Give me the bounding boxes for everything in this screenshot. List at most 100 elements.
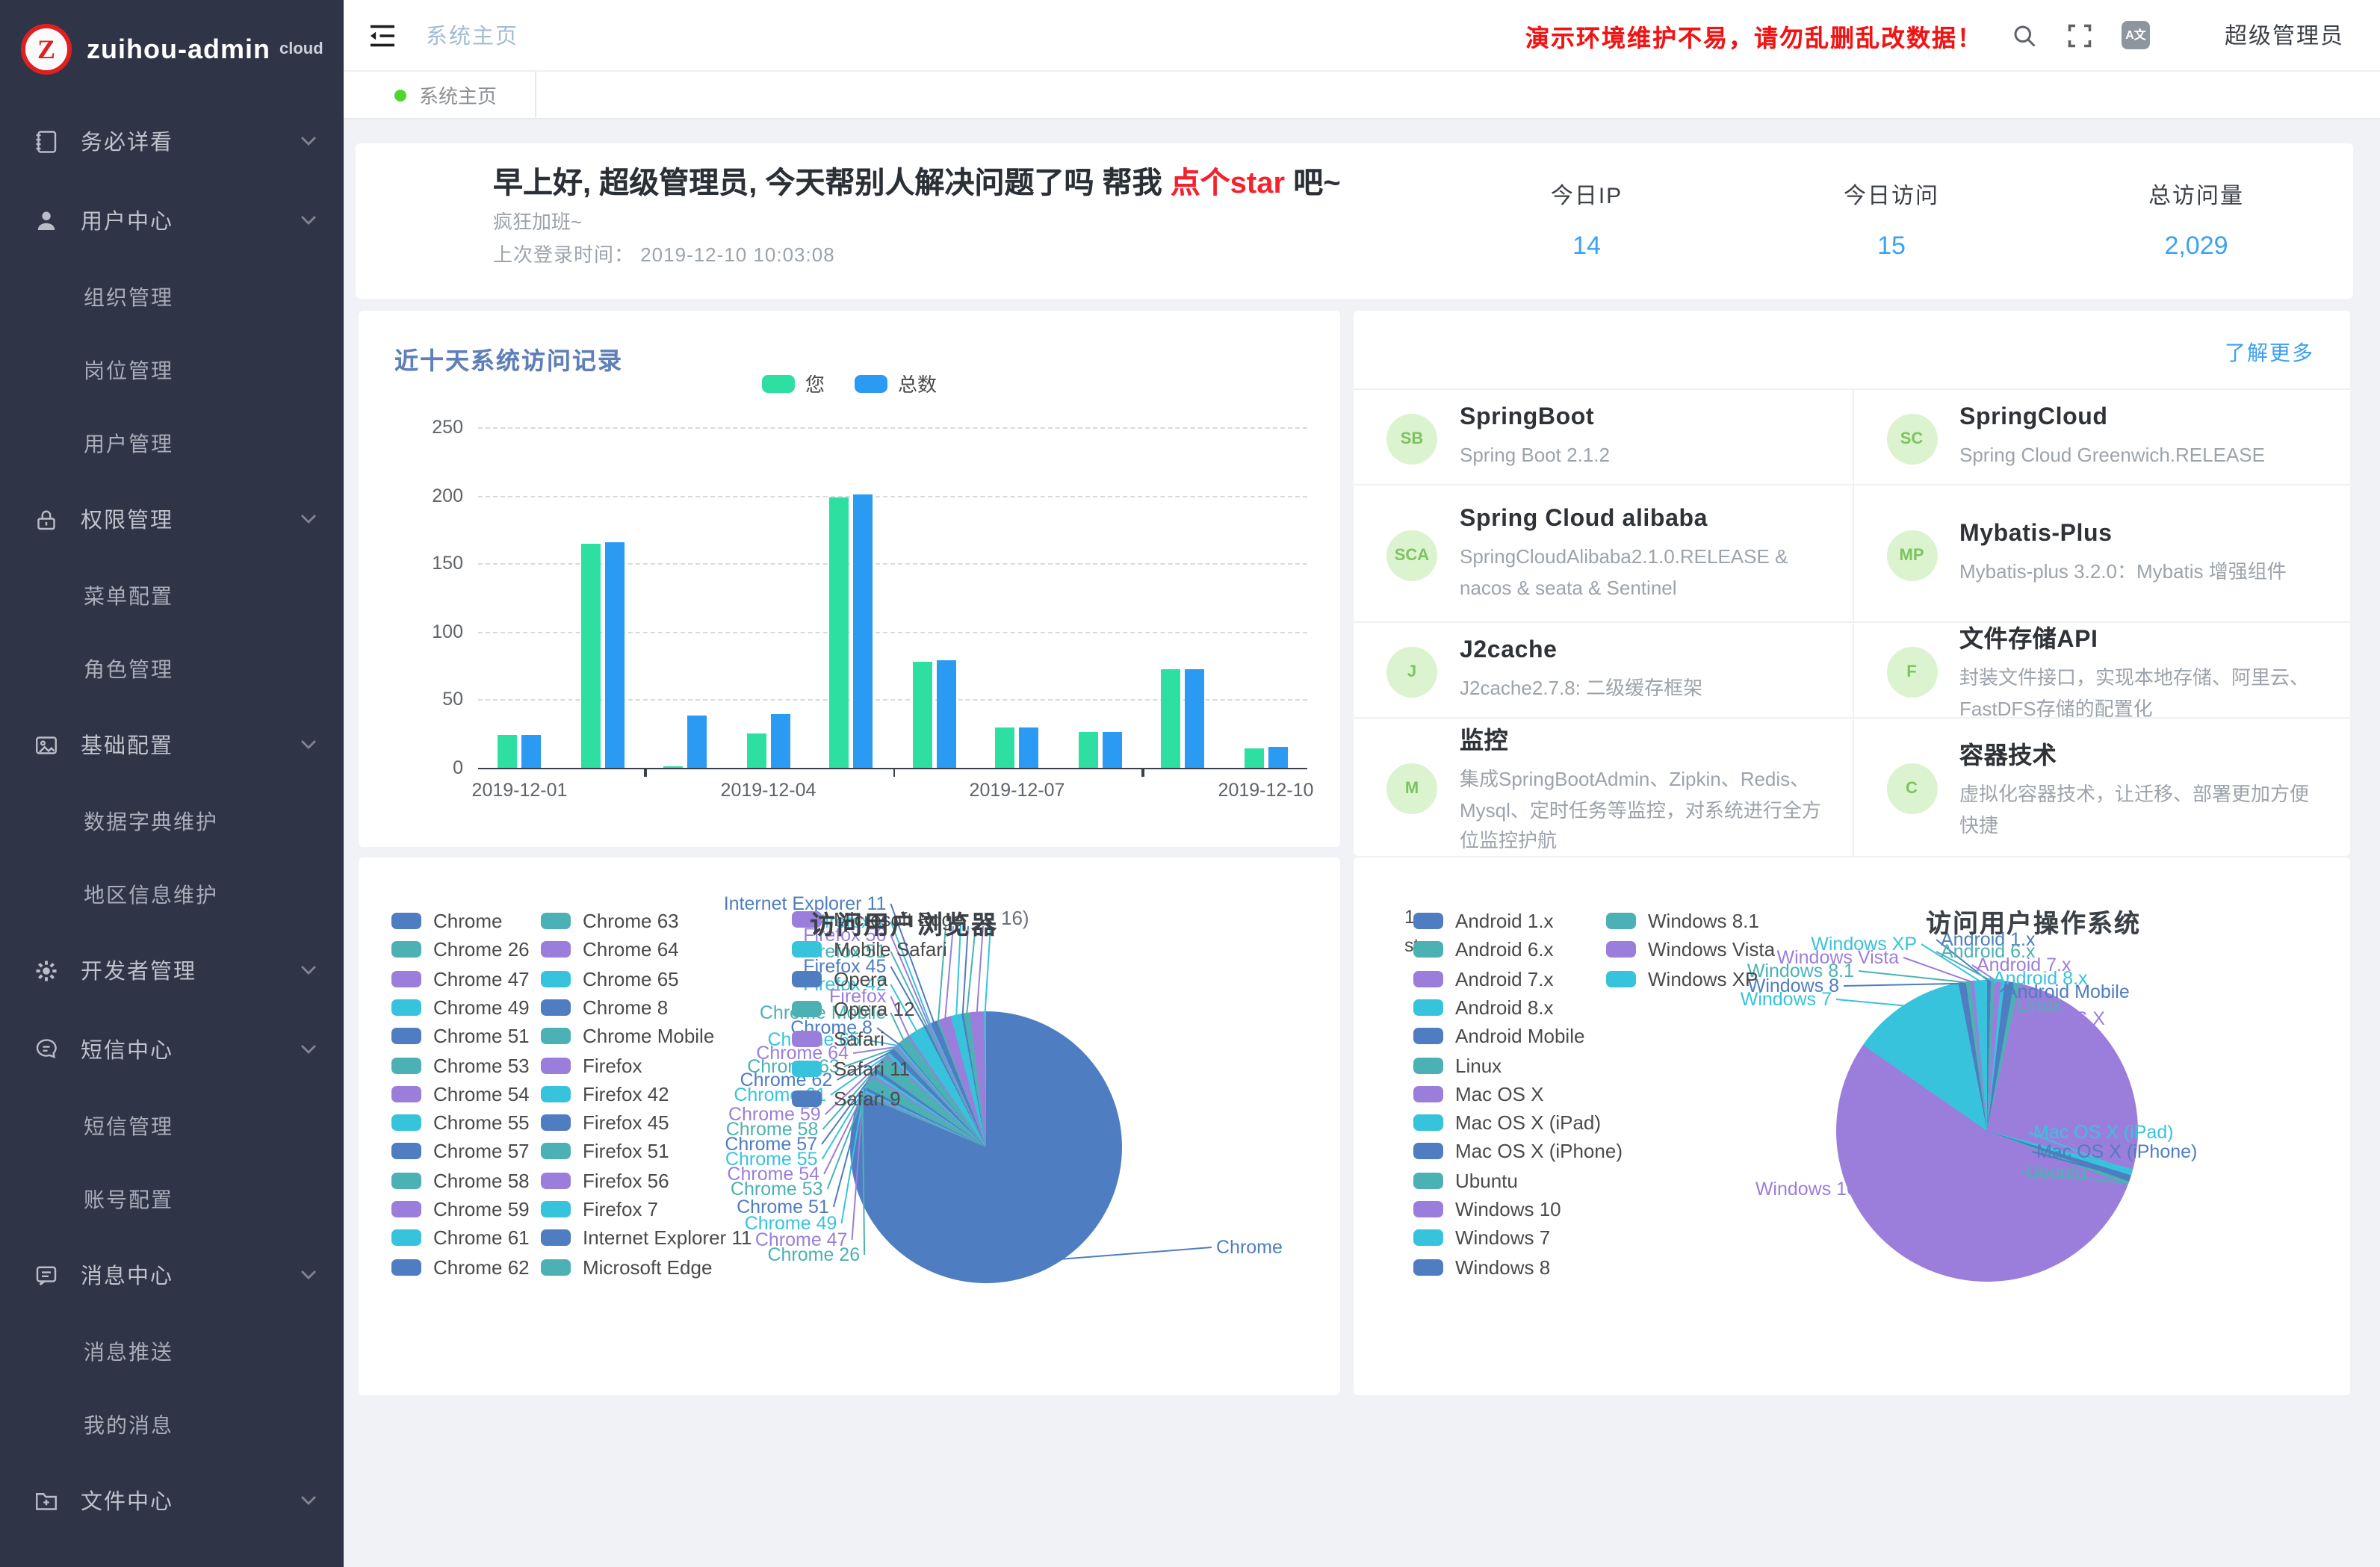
motto-text: 疯狂加班~: [493, 206, 582, 235]
tech-card-容器技术[interactable]: C容器技术虚拟化容器技术，让迁移、部署更加方便快捷: [1852, 717, 2350, 856]
legend-swatch: [541, 1057, 571, 1073]
tech-desc: Spring Boot 2.1.2: [1460, 441, 1610, 472]
sidebar-item-消息中心[interactable]: 消息中心: [0, 1235, 344, 1315]
legend-item-Windows 8[interactable]: Windows 8: [1413, 1256, 1550, 1278]
legend-item-Chrome 58[interactable]: Chrome 58: [391, 1169, 530, 1191]
legend-item-Windows 7[interactable]: Windows 7: [1413, 1227, 1550, 1250]
legend-item-Chrome 61[interactable]: Chrome 61: [391, 1227, 530, 1250]
legend-item-Firefox[interactable]: Firefox: [541, 1054, 642, 1076]
legend-item-Windows Vista[interactable]: Windows Vista: [1606, 939, 1775, 961]
sidebar-item-务必详看[interactable]: 务必详看: [0, 102, 344, 181]
tech-card-文件存储API[interactable]: F文件存储API封装文件接口，实现本地存储、阿里云、FastDFS存储的配置化: [1852, 621, 2350, 717]
legend-item-Ubuntu[interactable]: Ubuntu: [1413, 1169, 1518, 1191]
x-axis-label: 2019-12-01: [472, 780, 568, 801]
chevron-down-icon: [300, 739, 317, 750]
legend-item-Chrome 26[interactable]: Chrome 26: [391, 939, 530, 961]
sidebar-item-开发者管理[interactable]: 开发者管理: [0, 931, 344, 1010]
sidebar-item-文件中心[interactable]: 文件中心: [0, 1461, 344, 1540]
legend-item-Safari 11[interactable]: Safari 11: [792, 1058, 910, 1080]
sidebar-item-我的消息[interactable]: 我的消息: [0, 1388, 344, 1461]
legend-item-Chrome 51[interactable]: Chrome 51: [391, 1025, 530, 1047]
legend-item-Mobile Safari[interactable]: Mobile Safari: [792, 938, 947, 961]
sidebar-item-消息推送[interactable]: 消息推送: [0, 1315, 344, 1388]
legend-item-Chrome 63[interactable]: Chrome 63: [541, 910, 679, 932]
legend-item-Firefox 45[interactable]: Firefox 45: [541, 1111, 669, 1134]
sidebar-item-菜单配置[interactable]: 菜单配置: [0, 559, 344, 632]
tech-card-SpringCloud[interactable]: SCSpringCloudSpring Cloud Greenwich.RELE…: [1852, 388, 2350, 484]
breadcrumb[interactable]: 系统主页: [426, 19, 518, 51]
legend-item-Opera 12[interactable]: Opera 12: [792, 998, 914, 1020]
tech-card-Mybatis-Plus[interactable]: MPMybatis-PlusMybatis-plus 3.2.0：Mybatis…: [1852, 484, 2350, 621]
sidebar-item-岗位管理[interactable]: 岗位管理: [0, 333, 344, 406]
legend-item-Windows 8.1[interactable]: Windows 8.1: [1606, 910, 1759, 932]
browser-pie-card[interactable]: 访问用户浏览器16)ChromeChrome 26Chrome 47Chrome…: [359, 857, 1340, 1395]
legend-item-Firefox 56[interactable]: Firefox 56: [541, 1169, 669, 1191]
legend-item-Android 8.x[interactable]: Android 8.x: [1413, 996, 1554, 1019]
legend-item-Mac OS X (iPhone)[interactable]: Mac OS X (iPhone): [1413, 1141, 1623, 1163]
sidebar-item-组织管理[interactable]: 组织管理: [0, 260, 344, 333]
legend-item-Mac OS X (iPad)[interactable]: Mac OS X (iPad): [1413, 1111, 1601, 1134]
legend-item-Windows XP[interactable]: Windows XP: [1606, 967, 1758, 990]
legend-item-Chrome 47[interactable]: Chrome 47: [391, 967, 530, 990]
avatar[interactable]: [2175, 17, 2211, 53]
legend-item-Android 1.x[interactable]: Android 1.x: [1413, 910, 1554, 932]
legend-item-Chrome 62[interactable]: Chrome 62: [391, 1256, 530, 1278]
tech-card-SpringBoot[interactable]: SBSpringBootSpring Boot 2.1.2: [1354, 388, 1852, 484]
legend-item-您[interactable]: 您: [762, 369, 825, 397]
tech-card-J2cache[interactable]: JJ2cacheJ2cache2.7.8: 二级缓存框架: [1354, 621, 1852, 717]
legend-item-Microsoft Edge[interactable]: Microsoft Edge: [541, 1256, 712, 1278]
bar-plot-area[interactable]: 0501001502002502019-12-012019-12-042019-…: [478, 427, 1307, 768]
legend-label: Firefox 51: [583, 1141, 669, 1163]
sidebar-item-基础配置[interactable]: 基础配置: [0, 705, 344, 784]
legend-label: Firefox 56: [583, 1169, 669, 1191]
search-icon[interactable]: [2011, 22, 2038, 49]
sidebar-item-地区信息维护[interactable]: 地区信息维护: [0, 857, 344, 931]
fullscreen-icon[interactable]: [2066, 22, 2093, 49]
sidebar-item-账号配置[interactable]: 账号配置: [0, 1162, 344, 1235]
legend-item-Windows 10[interactable]: Windows 10: [1413, 1198, 1561, 1220]
legend-item-Android Mobile[interactable]: Android Mobile: [1413, 1025, 1584, 1047]
legend-item-Chrome 53[interactable]: Chrome 53: [391, 1054, 530, 1076]
legend-item-Chrome 57[interactable]: Chrome 57: [391, 1141, 530, 1163]
legend-item-Android 7.x[interactable]: Android 7.x: [1413, 967, 1554, 990]
username[interactable]: 超级管理员: [2225, 19, 2344, 51]
legend-item-Chrome Mobile[interactable]: Chrome Mobile: [541, 1025, 714, 1047]
language-icon[interactable]: A文: [2122, 21, 2150, 49]
legend-item-Firefox 51[interactable]: Firefox 51: [541, 1141, 669, 1163]
os-pie-card[interactable]: 访问用户操作系统Android 1.xAndroid 6.xAndroid 7.…: [1354, 857, 2350, 1395]
sidebar-item-短信管理[interactable]: 短信管理: [0, 1089, 344, 1162]
tech-title: 容器技术: [1959, 735, 2323, 771]
legend-item-Opera[interactable]: Opera: [792, 968, 887, 990]
legend-item-Internet Explorer 11[interactable]: Internet Explorer 11: [541, 1227, 752, 1250]
visits-bar-chart-card[interactable]: 近十天系统访问记录您总数0501001502002502019-12-01201…: [359, 311, 1340, 847]
sidebar-item-权限管理[interactable]: 权限管理: [0, 480, 344, 559]
menu-fold-icon[interactable]: [369, 23, 396, 47]
tab-home[interactable]: 系统主页: [357, 72, 536, 118]
legend-item-Linux[interactable]: Linux: [1413, 1054, 1502, 1076]
legend-item-Android 6.x[interactable]: Android 6.x: [1413, 939, 1554, 961]
legend-item-Safari[interactable]: Safari: [792, 1028, 884, 1050]
legend-item-Chrome 8[interactable]: Chrome 8: [541, 996, 668, 1019]
legend-item-Chrome[interactable]: Chrome: [391, 910, 503, 932]
tech-card-监控[interactable]: M监控集成SpringBootAdmin、Zipkin、Redis、Mysql、…: [1354, 717, 1852, 856]
sidebar-item-数据字典维护[interactable]: 数据字典维护: [0, 784, 344, 857]
legend-item-Chrome 59[interactable]: Chrome 59: [391, 1198, 530, 1220]
legend-item-Chrome 55[interactable]: Chrome 55: [391, 1111, 530, 1134]
learn-more-link[interactable]: 了解更多: [2225, 338, 2314, 367]
legend-item-Chrome 64[interactable]: Chrome 64: [541, 939, 679, 961]
legend-item-Firefox 42[interactable]: Firefox 42: [541, 1083, 669, 1105]
legend-item-Chrome 54[interactable]: Chrome 54: [391, 1083, 530, 1105]
legend-item-Firefox 7[interactable]: Firefox 7: [541, 1198, 658, 1220]
sidebar-item-用户管理[interactable]: 用户管理: [0, 406, 344, 480]
legend-item-Safari 9[interactable]: Safari 9: [792, 1087, 901, 1110]
sidebar-item-短信中心[interactable]: 短信中心: [0, 1010, 344, 1089]
sidebar-item-用户中心[interactable]: 用户中心: [0, 181, 344, 260]
star-link[interactable]: 点个star: [1171, 167, 1285, 200]
legend-item-总数[interactable]: 总数: [855, 369, 937, 397]
legend-item-Chrome 49[interactable]: Chrome 49: [391, 996, 530, 1019]
legend-item-Chrome 65[interactable]: Chrome 65: [541, 967, 679, 990]
tech-card-Spring Cloud alibaba[interactable]: SCASpring Cloud alibabaSpringCloudAlibab…: [1354, 484, 1852, 621]
legend-item-Mac OS X[interactable]: Mac OS X: [1413, 1083, 1544, 1105]
sidebar-item-角色管理[interactable]: 角色管理: [0, 632, 344, 705]
bar-您-2019-12-08: [1079, 733, 1098, 768]
